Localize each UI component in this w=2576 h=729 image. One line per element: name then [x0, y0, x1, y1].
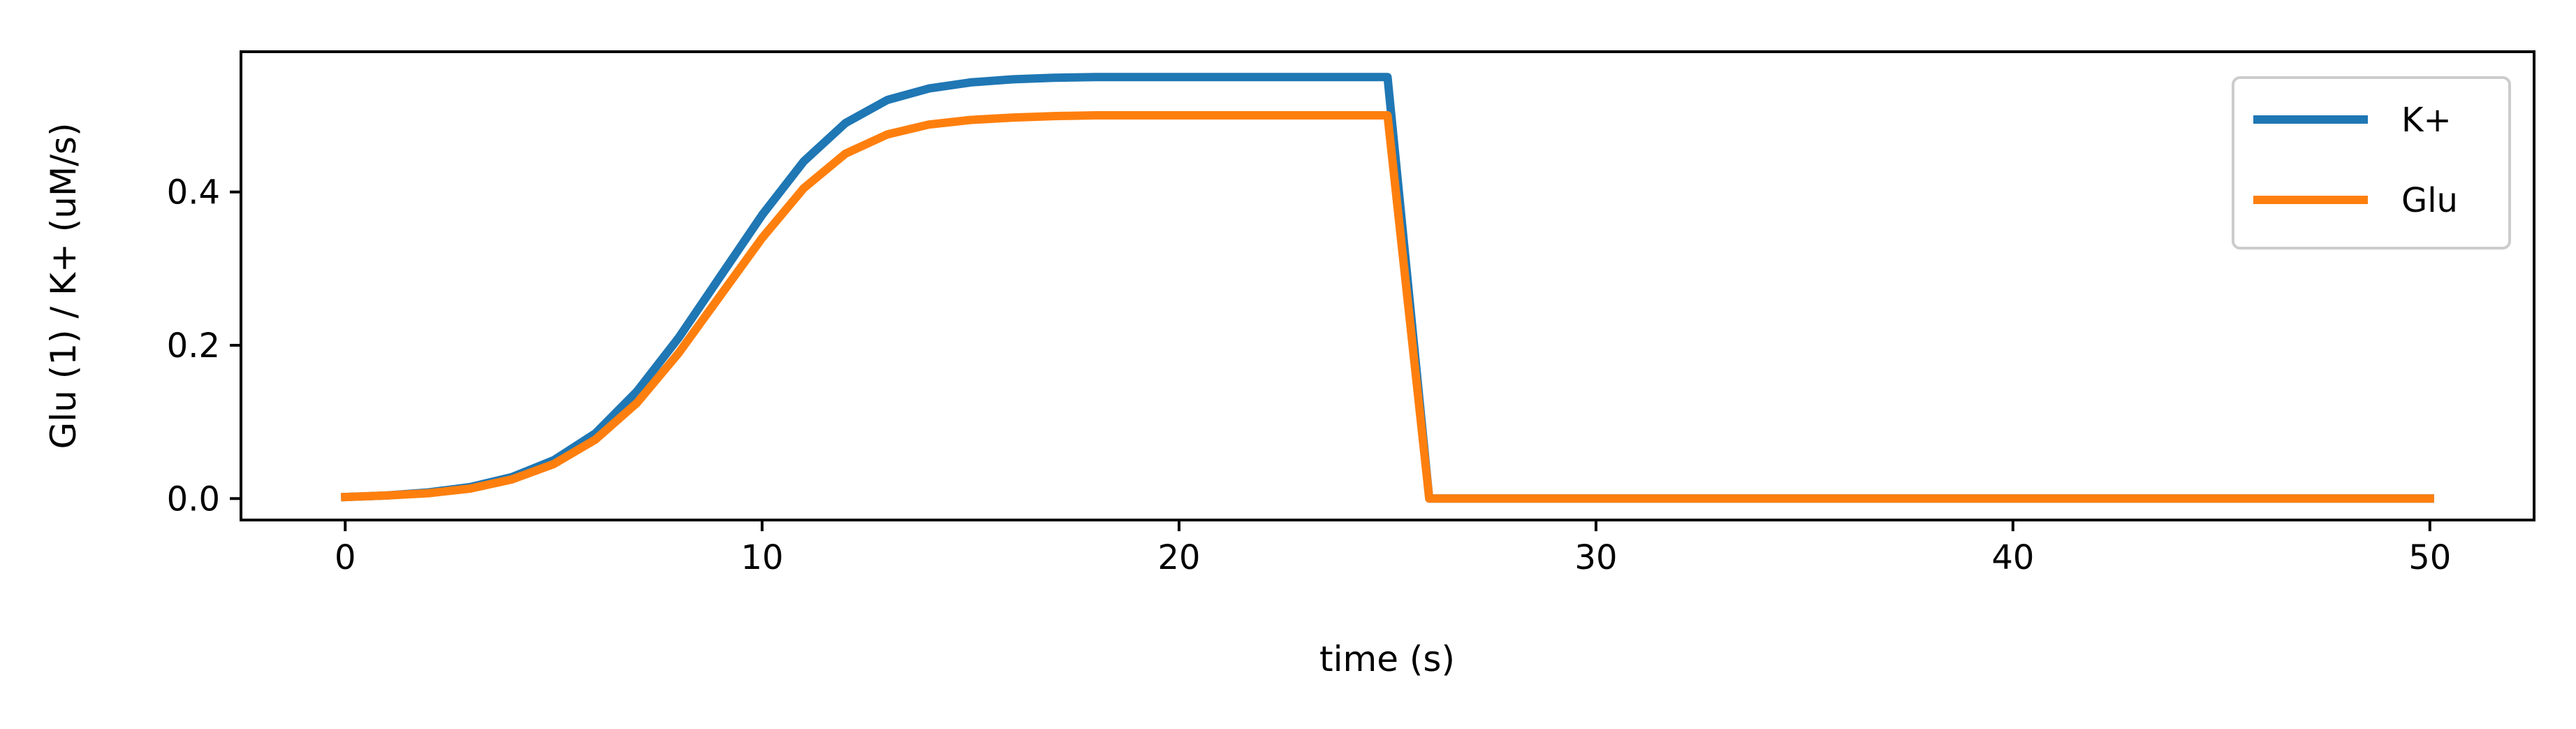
x-tick-label: 0 — [335, 538, 356, 577]
plot-frame — [240, 50, 2535, 521]
legend: K+ Glu — [2232, 76, 2511, 250]
x-axis-label: time (s) — [1319, 639, 1455, 679]
x-tick-label: 20 — [1158, 538, 1201, 577]
x-axis-ticks: 0 10 20 30 40 50 — [335, 520, 2451, 577]
legend-box — [2232, 76, 2511, 250]
legend-label-k-plus: K+ — [2401, 101, 2452, 140]
series-lines — [340, 73, 2434, 503]
x-tick-label: 10 — [741, 538, 784, 577]
y-axis-label: Glu (1) / K+ (uM/s) — [43, 123, 84, 449]
x-tick-label: 30 — [1574, 538, 1617, 577]
legend-label-glu: Glu — [2401, 181, 2458, 220]
y-tick-label: 0.2 — [167, 326, 220, 366]
x-tick-label: 50 — [2408, 538, 2451, 577]
y-tick-label: 0.0 — [167, 479, 220, 519]
x-tick-label: 40 — [1991, 538, 2034, 577]
series-line-glu — [340, 111, 2434, 503]
y-axis-ticks: 0.0 0.2 0.4 — [167, 173, 241, 519]
y-tick-label: 0.4 — [167, 173, 220, 212]
